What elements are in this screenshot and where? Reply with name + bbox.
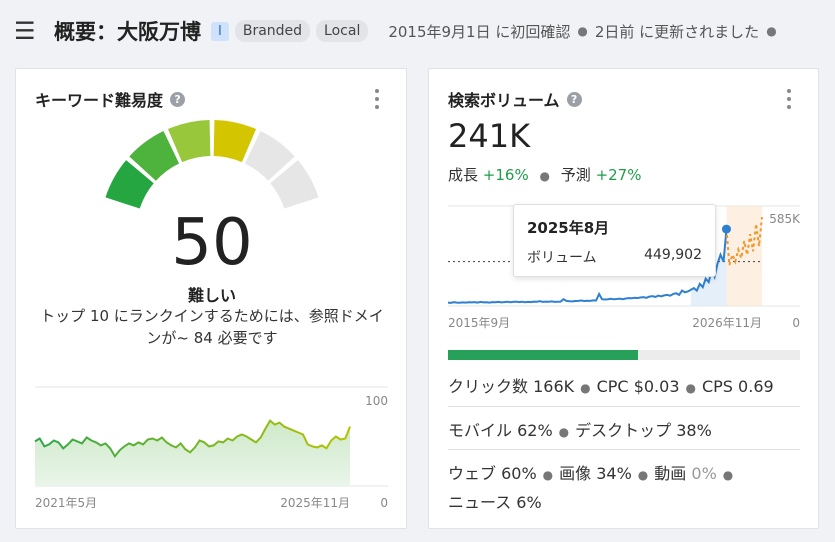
growth-forecast-line: 成長 +16% ● 予測 +27%	[448, 164, 641, 185]
kd-description: トップ 10 にランクインするためには、参照ドメインが~ 84 必要です	[40, 307, 384, 347]
cps-stat: CPS 0.69	[701, 377, 774, 396]
kd-card-title: キーワード難易度	[35, 91, 164, 110]
help-icon[interactable]: ?	[566, 91, 582, 107]
gauge-segment	[105, 160, 154, 209]
help-icon[interactable]: ?	[170, 91, 186, 107]
kd-more-menu-icon[interactable]	[374, 89, 380, 109]
separator-dot: ●	[685, 381, 696, 395]
keyword-difficulty-card: キーワード難易度 ? 50 難しい トップ 10 にランクインするためには、参照…	[15, 68, 407, 529]
vol-x-end-label: 2026年11月	[692, 316, 762, 330]
gauge-segment	[270, 160, 319, 209]
kd-y-min-label: 0	[380, 496, 388, 510]
growth-label: 成長	[448, 166, 479, 184]
separator-dot: ●	[577, 24, 588, 38]
tooltip-row: ボリューム 449,902	[527, 247, 702, 267]
local-badge[interactable]: Local	[316, 20, 369, 42]
cpc-stat: CPC $0.03	[596, 377, 680, 396]
vol-forecast-line	[725, 216, 763, 266]
chart-tooltip: 2025年8月 ボリューム 449,902	[513, 204, 716, 277]
kd-difficulty-label: 難しい	[187, 286, 236, 305]
kd-history-chart[interactable]: 100 2021年5月 2025年11月 0	[16, 69, 408, 530]
vol-series-line	[447, 229, 728, 304]
vol-card-title: 検索ボリューム	[448, 91, 560, 110]
forecast-value: +27%	[595, 166, 642, 184]
gauge-segment	[213, 120, 257, 163]
vol-more-menu-icon[interactable]	[786, 89, 792, 109]
vol-area-fill	[690, 229, 727, 306]
web-stat: ウェブ 60%	[448, 464, 537, 483]
first-seen-text: 2015年9月1日 に初回確認	[388, 22, 571, 41]
search-volume-value: 241K	[448, 117, 531, 155]
search-volume-card: 検索ボリューム ? 241K 成長 +16% ● 予測 +27% 585K 20…	[428, 68, 819, 529]
vol-x-start-label: 2015年9月	[448, 316, 510, 330]
page-title: 概要：大阪万博	[54, 20, 201, 44]
separator-dot: ●	[722, 468, 734, 482]
kd-y-max-label: 100	[365, 394, 388, 408]
vol-y-min-label: 0	[792, 316, 800, 330]
divider	[448, 406, 800, 407]
kd-card-header: キーワード難易度 ?	[35, 87, 186, 111]
gauge-segment	[244, 131, 295, 181]
separator-dot: ●	[637, 468, 649, 482]
branded-badge[interactable]: Branded	[234, 20, 311, 42]
kd-series-line	[34, 419, 351, 459]
kd-gauge	[105, 120, 319, 209]
menu-icon[interactable]: ☰	[14, 17, 36, 45]
divider	[448, 449, 800, 450]
kd-x-end-label: 2025年11月	[280, 496, 350, 510]
device-stats: モバイル 62% ● デスクトップ 38%	[448, 417, 800, 441]
separator-dot: ●	[542, 468, 554, 482]
clicks-progress-bar	[448, 350, 800, 360]
updated-text: 2日前 に更新されました	[594, 22, 760, 41]
type-stats: ウェブ 60% ● 画像 34% ● 動画 0% ● ニュース 6%	[448, 460, 800, 517]
intent-badge[interactable]: I	[211, 21, 229, 41]
growth-value: +16%	[482, 166, 529, 184]
vol-highlight-point	[721, 224, 731, 234]
image-stat: 画像 34%	[559, 464, 632, 483]
kd-x-start-label: 2021年5月	[35, 496, 97, 510]
separator-dot: ●	[539, 169, 550, 183]
video-stat-value: 0%	[691, 464, 717, 483]
vol-y-max-label: 585K	[769, 212, 801, 226]
kd-area-fill	[35, 420, 350, 486]
clicks-progress-fill	[448, 350, 639, 360]
separator-dot: ●	[580, 381, 591, 395]
separator-dot: ●	[558, 425, 570, 439]
clicks-stats: クリック数 166K ● CPC $0.03 ● CPS 0.69	[448, 373, 800, 397]
gauge-segment	[167, 120, 211, 163]
clicks-stat: クリック数 166K	[448, 377, 575, 396]
forecast-region	[726, 206, 762, 306]
separator-dot: ●	[766, 24, 777, 38]
vol-card-header: 検索ボリューム ?	[448, 87, 582, 111]
tooltip-date: 2025年8月	[527, 219, 610, 237]
tooltip-value: 449,902	[644, 247, 702, 263]
video-stat-label: 動画	[654, 464, 687, 483]
tooltip-label: ボリューム	[527, 250, 597, 266]
kd-score: 50	[171, 206, 253, 280]
news-stat: ニュース 6%	[448, 493, 542, 512]
desktop-stat: デスクトップ 38%	[575, 421, 712, 440]
forecast-label: 予測	[560, 166, 591, 184]
gauge-segment	[129, 131, 180, 181]
top-bar: ☰ 概要：大阪万博 I Branded Local 2015年9月1日 に初回確…	[0, 0, 835, 62]
mobile-stat: モバイル 62%	[448, 421, 553, 440]
